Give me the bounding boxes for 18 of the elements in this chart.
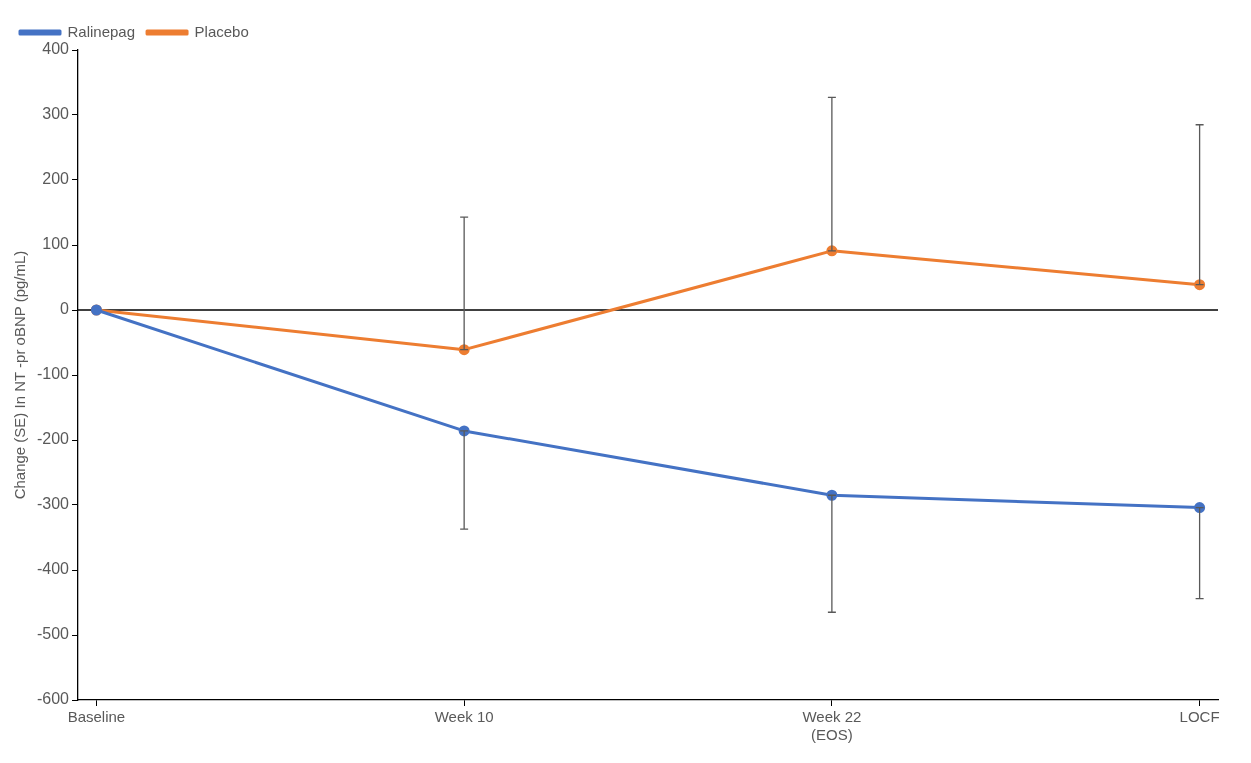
y-tick-label: -600 [36,690,70,708]
x-tick-label: Baseline [67,708,126,726]
y-tick-label: 400 [42,40,70,58]
legend-label: Ralinepag [67,22,136,40]
y-tick-label: -100 [36,365,70,383]
y-tick-label: -400 [36,560,70,578]
x-tick-label: Week 22 (EOS) [802,708,862,744]
y-tick-label: 300 [42,105,70,123]
y-tick-label: -500 [36,625,70,643]
y-tick-label: -200 [36,430,70,448]
y-tick-label: -300 [36,495,70,513]
y-tick-label: 0 [60,300,70,318]
legend-label: Placebo [194,22,249,40]
y-tick-label: 200 [42,170,70,188]
x-tick-label: Week 10 [434,708,494,726]
y-axis-title: Change (SE) In NT -pr oBNP (pg/mL) [11,250,29,500]
x-tick-label: LOCF [1179,708,1220,726]
y-tick-label: 100 [42,235,70,253]
